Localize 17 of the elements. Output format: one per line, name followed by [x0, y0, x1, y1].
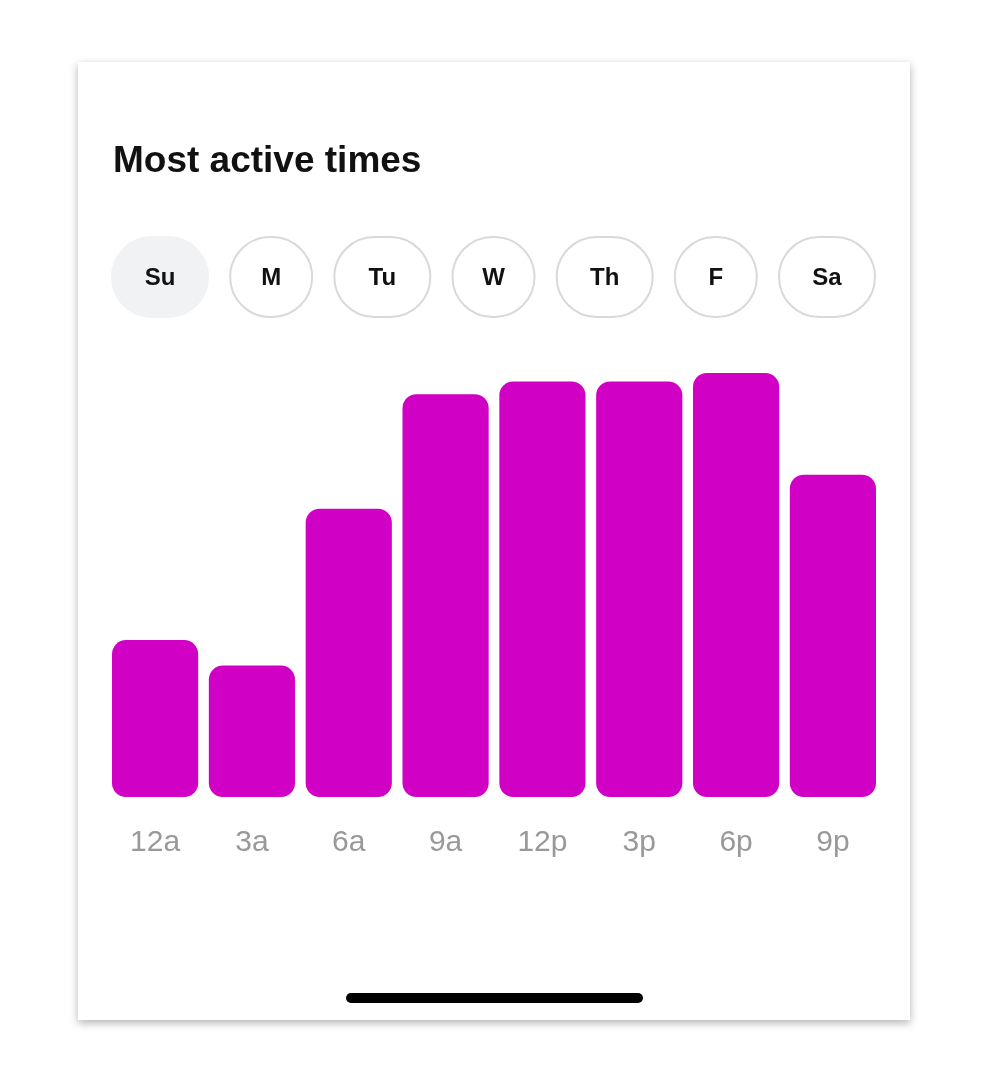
x-tick-label: 12a: [130, 824, 181, 857]
bar: [112, 640, 199, 797]
bar: [305, 508, 392, 797]
bar: [402, 394, 489, 797]
bar: [208, 665, 296, 797]
bar: [596, 381, 683, 797]
x-tick-label: 3p: [622, 824, 656, 857]
x-tick-label: 9p: [816, 824, 850, 857]
chart-title: Most active times: [113, 139, 422, 180]
bar: [692, 373, 780, 797]
x-tick-label: 12p: [517, 824, 568, 857]
bar: [789, 474, 876, 797]
x-tick-label: 6p: [719, 824, 753, 857]
x-tick-label: 3a: [235, 824, 269, 857]
x-tick-label: 6a: [332, 824, 366, 857]
x-tick-label: 9a: [428, 824, 463, 857]
bar: [499, 381, 586, 797]
